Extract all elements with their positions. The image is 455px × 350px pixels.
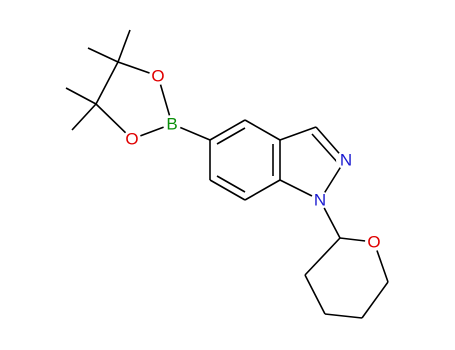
atom-label: N [340, 150, 352, 169]
atom-label: O [151, 66, 164, 85]
atom-label: O [125, 129, 138, 148]
bonds [65, 29, 389, 319]
atom-label: B [166, 114, 177, 133]
atom-label: N [314, 190, 326, 209]
atom-labels: B O O N N O [123, 66, 383, 251]
atom-label: O [367, 232, 380, 251]
